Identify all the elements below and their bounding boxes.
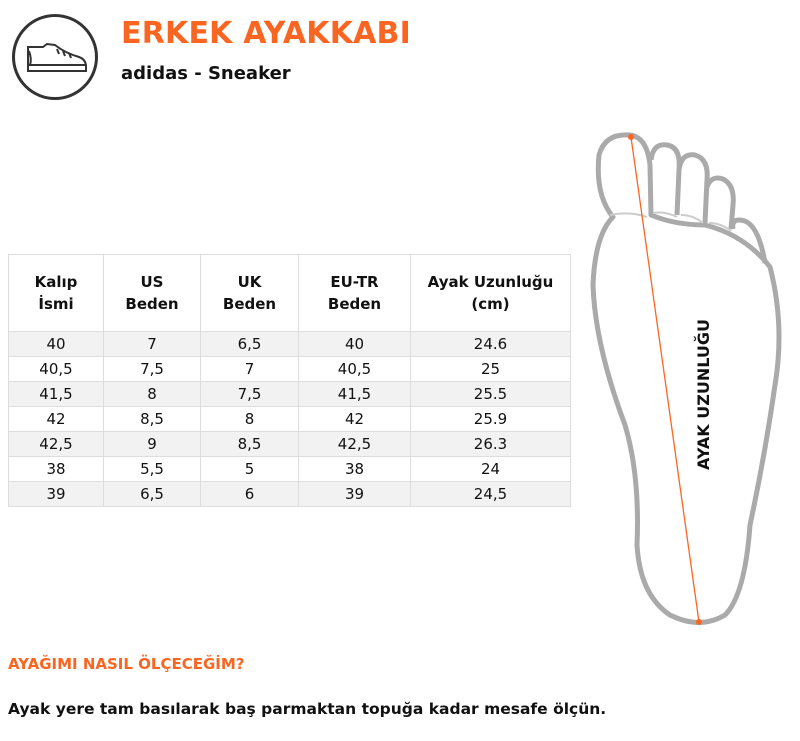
table-cell: 7 <box>200 356 299 382</box>
table-cell: 42 <box>298 406 411 432</box>
table-row: 40 7 6,5 40 24.6 <box>8 331 571 357</box>
table-row: 42 8,5 8 42 25.9 <box>8 406 571 432</box>
foot-diagram: AYAK UZUNLUĞU <box>590 132 782 625</box>
table-row: 38 5,5 5 38 24 <box>8 456 571 482</box>
table-cell: 25 <box>410 356 571 382</box>
howto-question: AYAĞIMI NASIL ÖLÇECEĞİM? <box>8 655 245 673</box>
table-cell: 40,5 <box>298 356 411 382</box>
table-cell: 6 <box>200 481 299 507</box>
table-cell: 40 <box>8 331 104 357</box>
table-cell: 41,5 <box>298 381 411 407</box>
table-cell: 7,5 <box>103 356 201 382</box>
col-length: Ayak Uzunluğu (cm) <box>410 254 571 332</box>
table-cell: 25.9 <box>410 406 571 432</box>
table-cell: 38 <box>8 456 104 482</box>
table-cell: 24,5 <box>410 481 571 507</box>
table-cell: 6,5 <box>103 481 201 507</box>
table-cell: 8 <box>200 406 299 432</box>
size-table: Kalıp İsmi US Beden UK Beden EU-TR Beden Aya… <box>8 254 571 507</box>
table-cell: 24.6 <box>410 331 571 357</box>
toe-2 <box>648 142 682 216</box>
table-cell: 24 <box>410 456 571 482</box>
toe-5 <box>730 217 768 264</box>
table-cell: 26.3 <box>410 431 571 457</box>
col-kalip: Kalıp İsmi <box>8 254 104 332</box>
table-cell: 39 <box>8 481 104 507</box>
table-cell: 42,5 <box>8 431 104 457</box>
table-cell: 25.5 <box>410 381 571 407</box>
table-cell: 6,5 <box>200 331 299 357</box>
table-cell: 39 <box>298 481 411 507</box>
toe-4 <box>704 175 736 230</box>
col-eu: EU-TR Beden <box>298 254 411 332</box>
table-cell: 8,5 <box>200 431 299 457</box>
foot-outline <box>590 132 782 625</box>
table-cell: 7 <box>103 331 201 357</box>
table-cell: 8,5 <box>103 406 201 432</box>
page-title: ERKEK AYAKKABI <box>121 16 411 51</box>
length-line <box>630 136 700 623</box>
table-cell: 38 <box>298 456 411 482</box>
table-cell: 8 <box>103 381 201 407</box>
toe-3 <box>676 152 710 224</box>
foot-length-label: AYAK UZUNLUĞU <box>694 319 713 470</box>
table-row: 42,5 9 8,5 42,5 26.3 <box>8 431 571 457</box>
table-cell: 9 <box>103 431 201 457</box>
sneaker-icon <box>27 42 87 72</box>
table-cell: 40 <box>298 331 411 357</box>
heel-point <box>696 619 702 625</box>
table-cell: 42,5 <box>298 431 411 457</box>
table-cell: 7,5 <box>200 381 299 407</box>
table-header: Kalıp İsmi US Beden UK Beden EU-TR Beden Aya… <box>8 254 571 332</box>
col-uk: UK Beden <box>200 254 299 332</box>
toe-point <box>628 134 634 140</box>
table-cell: 40,5 <box>8 356 104 382</box>
table-cell: 41,5 <box>8 381 104 407</box>
table-row: 40,5 7,5 7 40,5 25 <box>8 356 571 382</box>
brand-subtitle: adidas - Sneaker <box>121 63 291 84</box>
table-row: 41,5 8 7,5 41,5 25.5 <box>8 381 571 407</box>
howto-answer: Ayak yere tam basılarak baş parmaktan to… <box>8 700 607 718</box>
table-row: 39 6,5 6 39 24,5 <box>8 481 571 507</box>
table-cell: 5,5 <box>103 456 201 482</box>
sneaker-logo <box>12 14 98 100</box>
table-cell: 5 <box>200 456 299 482</box>
table-cell: 42 <box>8 406 104 432</box>
col-us: US Beden <box>103 254 201 332</box>
